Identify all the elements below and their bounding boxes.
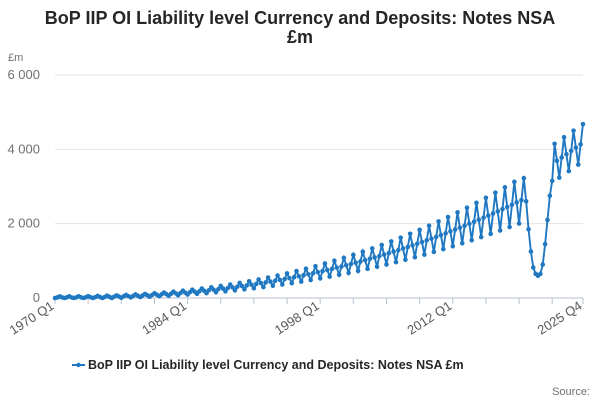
svg-text:4 000: 4 000	[7, 141, 40, 156]
svg-text:2012 Q1: 2012 Q1	[404, 298, 454, 338]
svg-text:1998 Q1: 1998 Q1	[272, 298, 322, 338]
svg-text:2025 Q4: 2025 Q4	[535, 298, 585, 338]
svg-text:2 000: 2 000	[7, 216, 40, 231]
svg-text:6 000: 6 000	[7, 67, 40, 82]
svg-text:1984 Q1: 1984 Q1	[139, 298, 189, 338]
svg-text:1970 Q1: 1970 Q1	[7, 298, 57, 338]
svg-text:0: 0	[33, 290, 40, 305]
